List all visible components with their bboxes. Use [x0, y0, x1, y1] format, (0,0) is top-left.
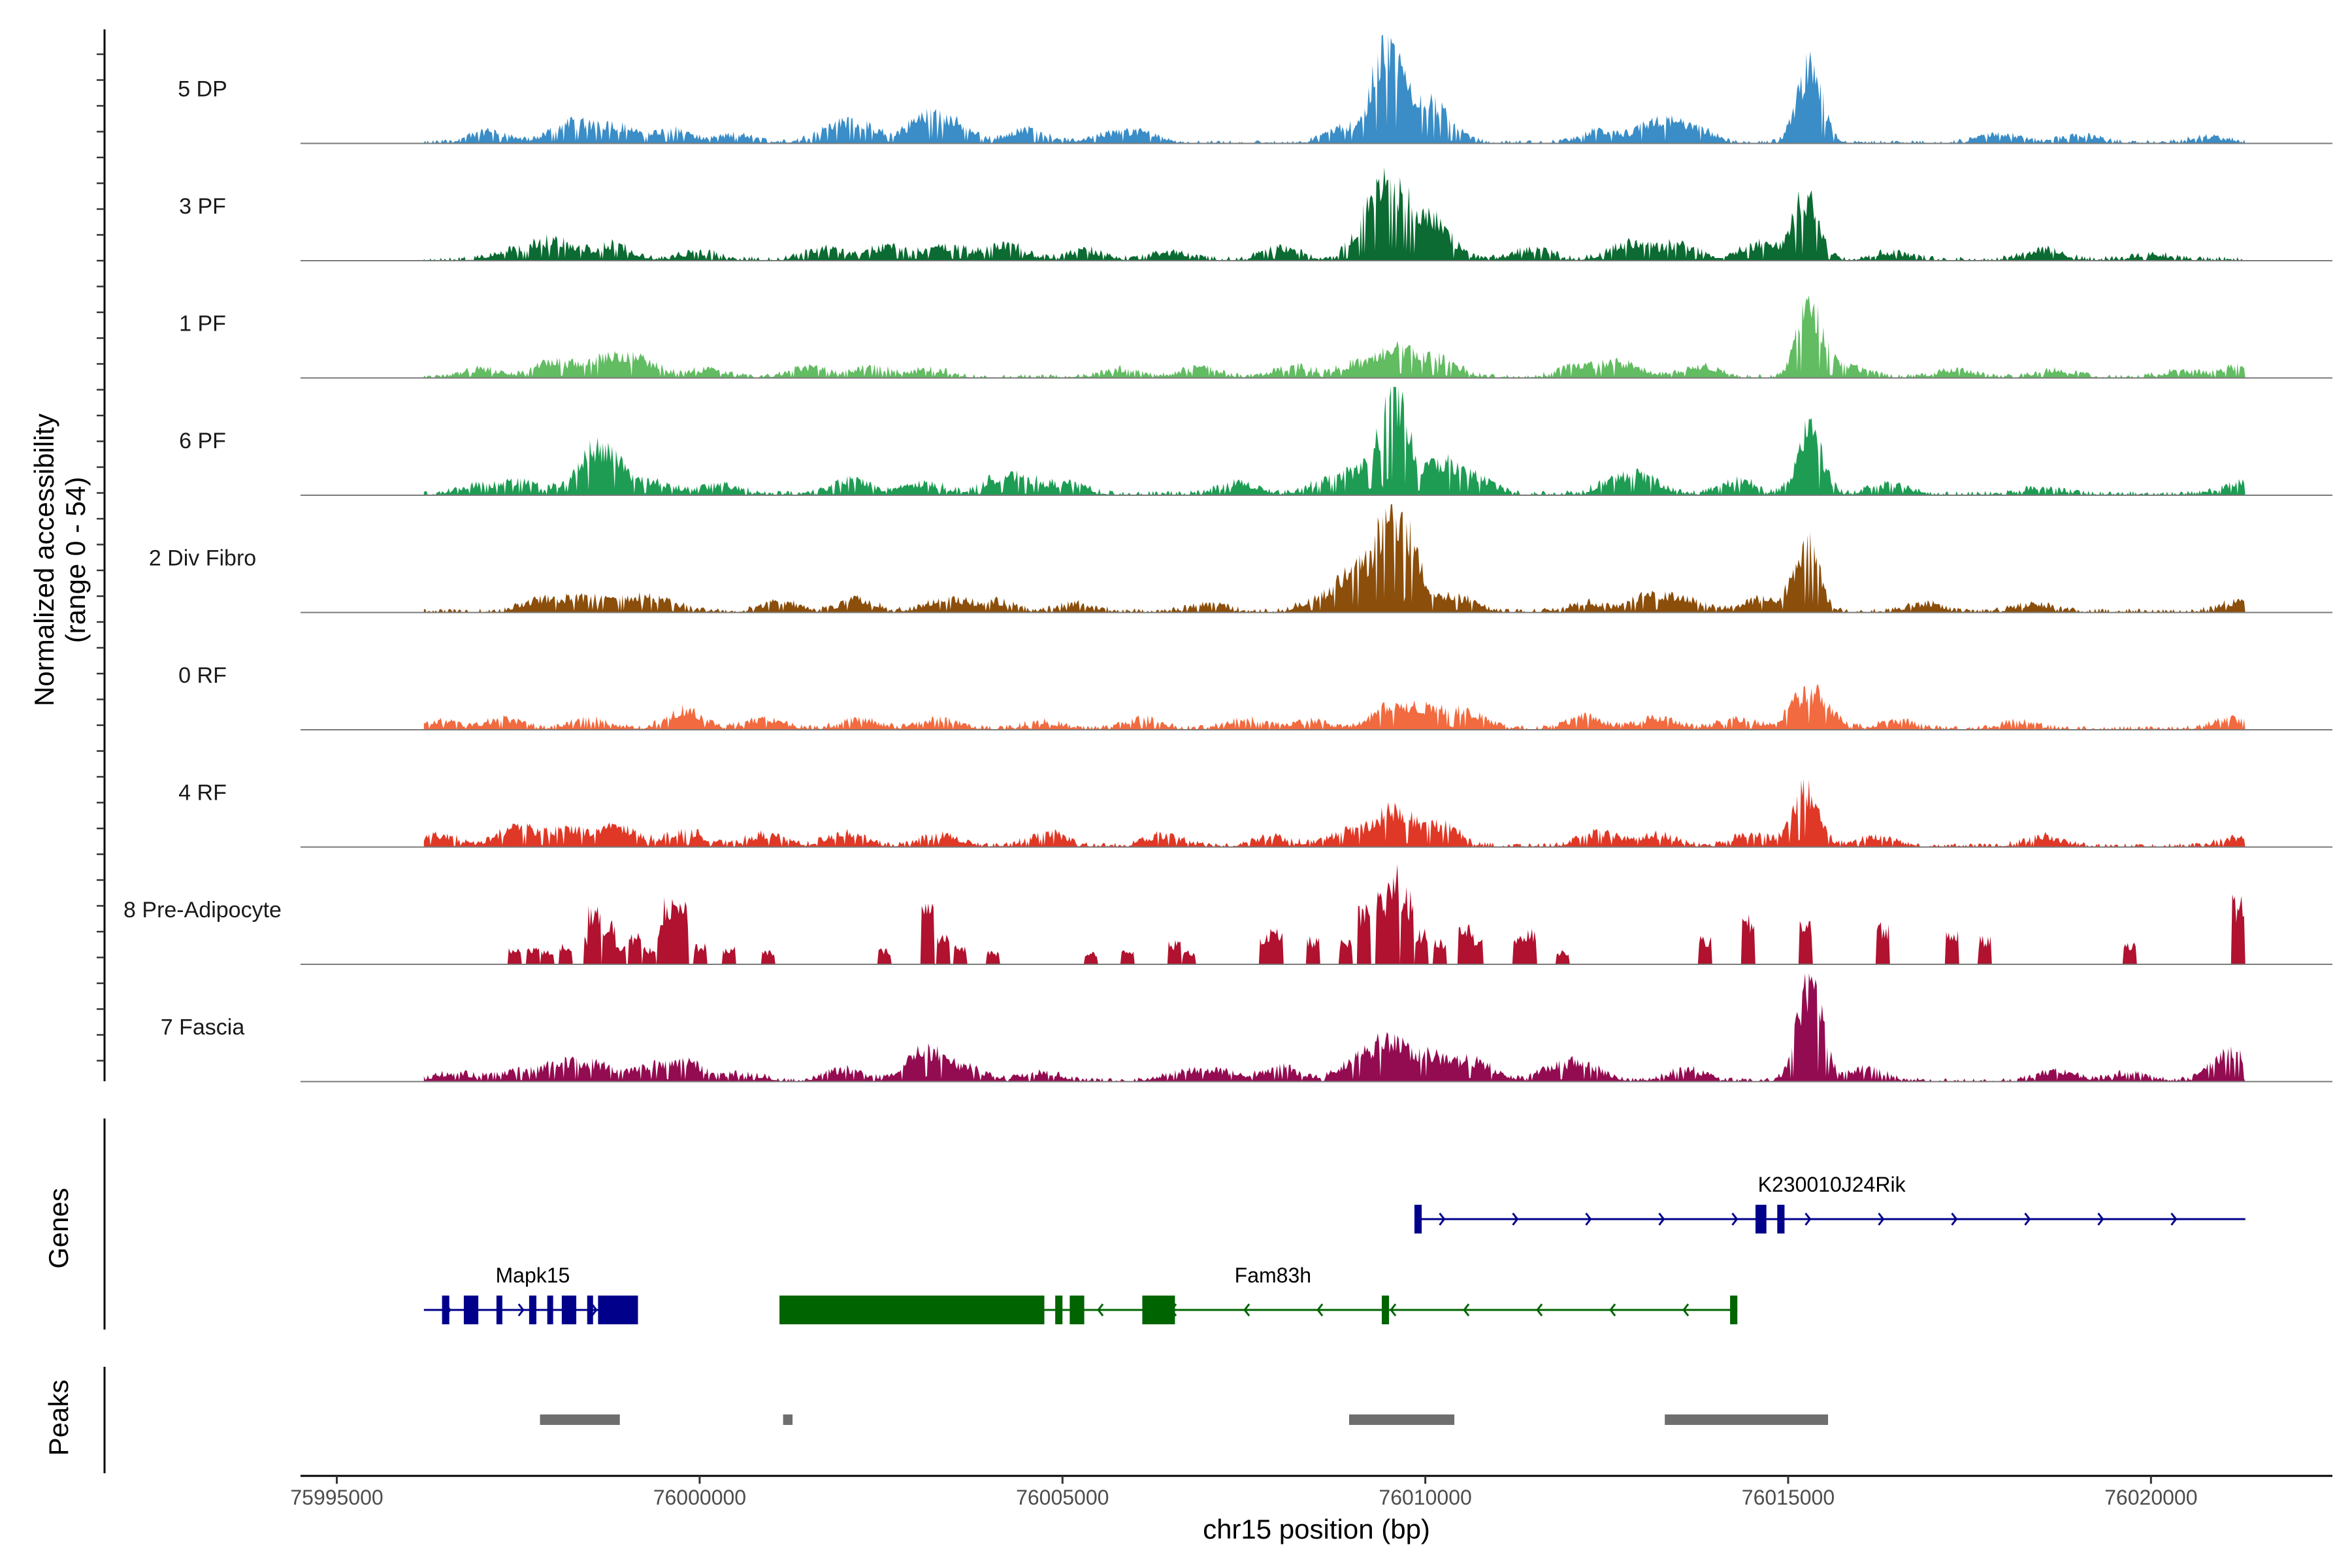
exon: [779, 1296, 1045, 1324]
genes-panel: K230010J24Rik Mapk15 Fam83h: [423, 1173, 2246, 1324]
strand-arrow: [1316, 1303, 1324, 1316]
coverage-tracks: 5 DP 3 PF 1 PF 6 PF 2 Div Fibro 0 RF 4 RF 8 Pre…: [123, 35, 2332, 1083]
strand-arrow: [591, 1303, 598, 1316]
gene-name-label: Fam83h: [1235, 1264, 1311, 1287]
x-tick-label: 76015000: [1742, 1486, 1835, 1509]
strand-arrow: [1390, 1303, 1397, 1316]
exon: [561, 1296, 577, 1324]
exon: [496, 1296, 502, 1324]
strand-arrow: [1682, 1303, 1690, 1316]
strand-arrow: [2097, 1213, 2104, 1226]
genes-track-label: Genes: [43, 1188, 74, 1269]
strand-arrow: [1951, 1213, 1958, 1226]
track-label: 7 Fascia: [161, 1015, 245, 1040]
exon: [598, 1296, 638, 1324]
coverage-area: [423, 973, 2246, 1082]
peak-region: [1665, 1414, 1829, 1425]
coverage-area: [423, 387, 2246, 495]
x-axis-title: chr15 position (bp): [1203, 1514, 1430, 1544]
strand-arrow: [1585, 1213, 1592, 1226]
coverage-area: [423, 167, 2246, 261]
coverage-area: [423, 684, 2246, 730]
track-label: 4 RF: [178, 781, 227, 806]
track-2-div-fibro: 2 Div Fibro: [149, 504, 2332, 613]
track-label: 3 PF: [179, 194, 226, 219]
gene-name-label: Mapk15: [496, 1264, 570, 1287]
coverage-area: [423, 778, 2246, 847]
exon: [529, 1296, 536, 1324]
track-label: 6 PF: [179, 429, 226, 453]
y-axis-title-line1: Normalized accessibility: [29, 414, 59, 706]
strand-arrow: [1243, 1303, 1250, 1316]
track-0-rf: 0 RF: [178, 663, 2332, 730]
exon: [1730, 1296, 1738, 1324]
x-tick-label: 76000000: [653, 1486, 746, 1509]
peak-region: [1348, 1414, 1455, 1425]
track-7-fascia: 7 Fascia: [161, 973, 2332, 1083]
x-tick-label: 76020000: [2104, 1486, 2197, 1509]
track-3-pf: 3 PF: [179, 167, 2332, 261]
strand-arrow: [1536, 1303, 1543, 1316]
strand-arrow: [1512, 1213, 1519, 1226]
track-5-dp: 5 DP: [178, 35, 2332, 144]
track-4-rf: 4 RF: [178, 778, 2332, 848]
gene-fam83h: Fam83h: [779, 1264, 1738, 1324]
peak-region: [783, 1414, 793, 1425]
y-axis-title-line2: (range 0 - 54): [60, 477, 91, 643]
peaks-panel: [540, 1414, 1829, 1425]
strand-arrow: [1805, 1213, 1812, 1226]
exon: [547, 1296, 553, 1324]
x-axis: 75995000 76000000 76005000 76010000 76015000…: [290, 1475, 2332, 1509]
exon: [587, 1296, 593, 1324]
x-tick-label: 76010000: [1379, 1486, 1471, 1509]
y-axis: [97, 29, 106, 1473]
track-6-pf: 6 PF: [179, 387, 2332, 496]
x-tick-label: 76005000: [1016, 1486, 1109, 1509]
exon: [1381, 1296, 1390, 1324]
exon: [463, 1296, 479, 1324]
strand-arrow: [2024, 1213, 2031, 1226]
exon: [1142, 1296, 1175, 1324]
track-label: 5 DP: [178, 77, 227, 102]
strand-arrow: [1097, 1303, 1104, 1316]
track-label: 0 RF: [178, 663, 227, 688]
track-8-pre-adipocyte: 8 Pre-Adipocyte: [123, 864, 2332, 965]
strand-arrow: [1439, 1213, 1446, 1226]
strand-arrow: [1609, 1303, 1616, 1316]
exon: [1055, 1296, 1063, 1324]
gene-mapk15: Mapk15: [423, 1264, 638, 1324]
exon: [1755, 1205, 1767, 1233]
coverage-area: [423, 35, 2246, 144]
track-1-pf: 1 PF: [179, 295, 2332, 379]
exon: [1414, 1205, 1422, 1233]
track-label: 8 Pre-Adipocyte: [123, 898, 282, 923]
strand-arrow: [1658, 1213, 1665, 1226]
exon: [1777, 1205, 1785, 1233]
peak-region: [540, 1414, 620, 1425]
peaks-track-label: Peaks: [43, 1380, 74, 1456]
coverage-area: [423, 864, 2246, 964]
exon: [442, 1296, 449, 1324]
strand-arrow: [1878, 1213, 1885, 1226]
x-tick-label: 75995000: [290, 1486, 383, 1509]
track-label: 1 PF: [179, 312, 226, 336]
exon: [1070, 1296, 1085, 1324]
track-label: 2 Div Fibro: [149, 546, 256, 571]
strand-arrow: [1731, 1213, 1739, 1226]
strand-arrow: [2170, 1213, 2178, 1226]
gene-k230010j24rik: K230010J24Rik: [1414, 1173, 2246, 1233]
coverage-area: [423, 295, 2246, 378]
strand-arrow: [1463, 1303, 1470, 1316]
strand-arrow: [517, 1303, 525, 1316]
coverage-area: [423, 504, 2246, 613]
gene-name-label: K230010J24Rik: [1758, 1173, 1906, 1196]
